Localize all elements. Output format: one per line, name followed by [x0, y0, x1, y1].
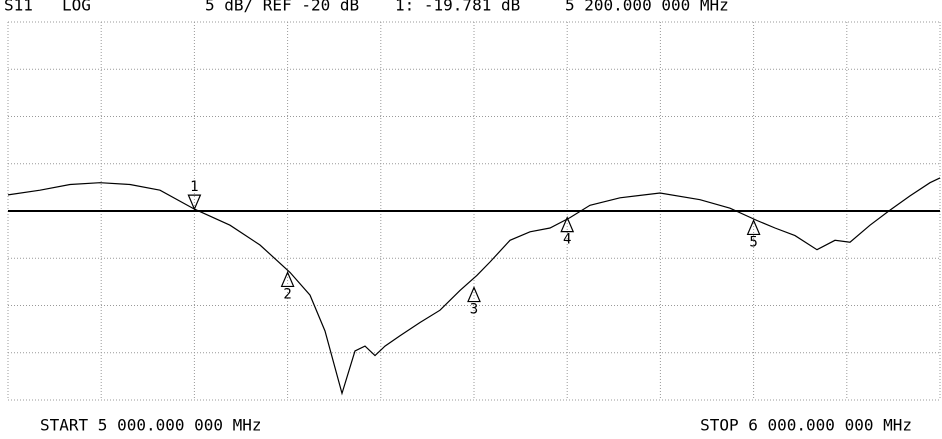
- stop-label: STOP 6 000.000 000 MHz: [700, 416, 912, 435]
- header-text: S11: [4, 0, 33, 15]
- header-text: 1: -19.781 dB: [395, 0, 520, 15]
- start-label: START 5 000.000 000 MHz: [40, 416, 262, 435]
- marker: [746, 218, 761, 236]
- trace: [7, 177, 941, 396]
- header-text: 5 200.000 000 MHz: [565, 0, 729, 15]
- marker: [187, 194, 202, 211]
- marker: [560, 216, 575, 233]
- header-text: LOG: [62, 0, 91, 15]
- marker-label: 4: [563, 232, 571, 248]
- marker-label: 1: [190, 179, 198, 195]
- marker-label: 2: [283, 286, 291, 302]
- header-text: 5 dB/ REF -20 dB: [205, 0, 359, 15]
- marker-label: 3: [470, 302, 478, 318]
- marker-label: 5: [749, 234, 757, 250]
- marker: [280, 270, 295, 288]
- marker: [467, 286, 481, 303]
